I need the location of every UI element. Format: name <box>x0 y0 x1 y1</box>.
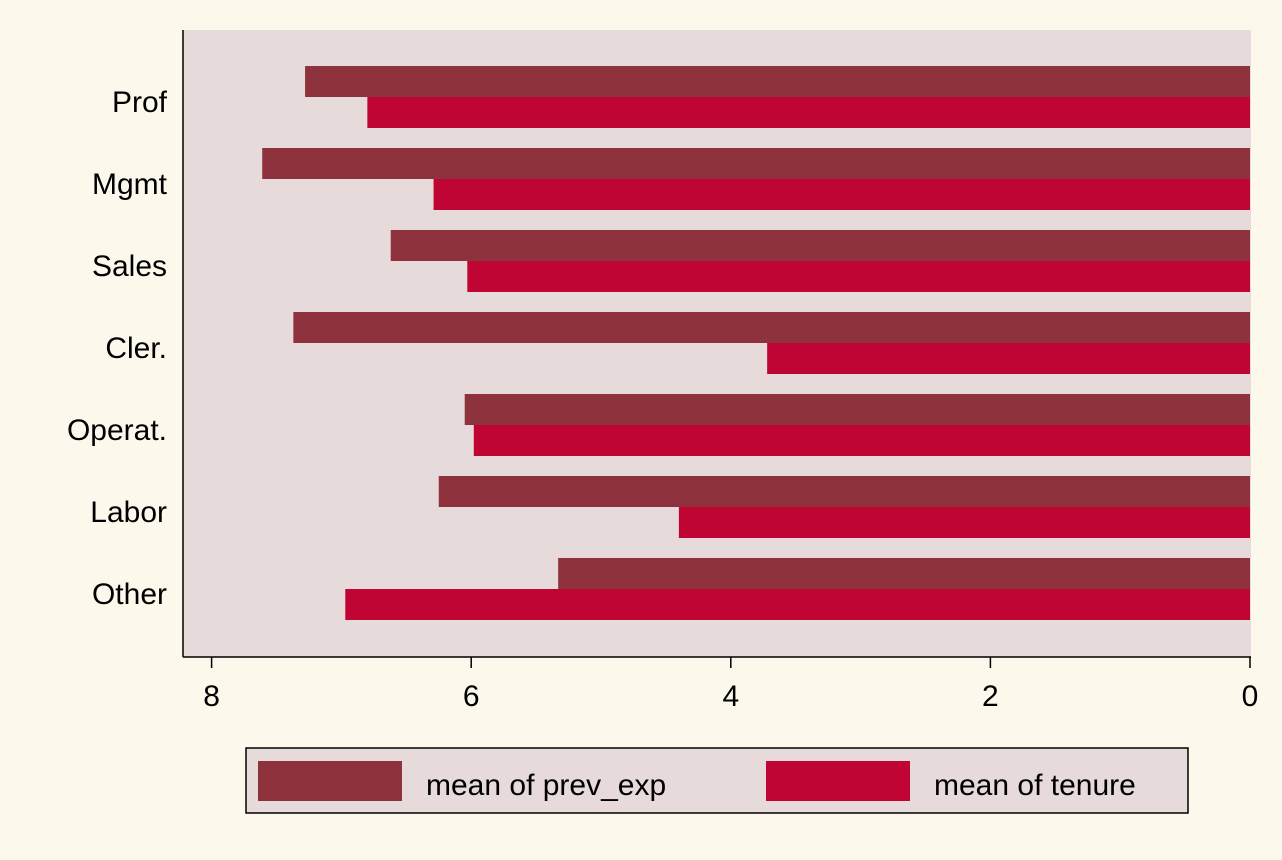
bar-tenure-3 <box>767 343 1250 374</box>
x-tick-label-0: 8 <box>203 680 220 713</box>
legend-label-0: mean of prev_exp <box>426 769 666 802</box>
bar-prev-exp-0 <box>305 66 1250 97</box>
bar-tenure-6 <box>345 589 1250 620</box>
legend-box <box>245 747 1189 814</box>
x-axis-ticks: 8 6 4 2 0 <box>203 657 1258 713</box>
y-tick-label-4: Operat. <box>67 414 167 447</box>
bar-prev-exp-2 <box>390 230 1250 261</box>
x-tick-label-1: 6 <box>463 680 480 713</box>
bar-prev-exp-3 <box>293 312 1250 343</box>
y-tick-label-3: Cler. <box>105 332 167 365</box>
y-tick-label-2: Sales <box>92 250 167 283</box>
y-tick-label-5: Labor <box>90 496 167 529</box>
y-axis-labels: Prof Mgmt Sales Cler. Operat. Labor Other <box>67 86 168 611</box>
legend-label-1: mean of tenure <box>934 769 1136 802</box>
legend-swatch-1 <box>766 761 910 801</box>
y-tick-label-0: Prof <box>112 86 168 119</box>
bar-tenure-4 <box>473 425 1250 456</box>
bars-group <box>262 66 1251 620</box>
bar-prev-exp-5 <box>438 476 1250 507</box>
bar-prev-exp-1 <box>262 148 1250 179</box>
bar-tenure-5 <box>678 507 1250 538</box>
x-tick-label-4: 0 <box>1242 680 1259 713</box>
bar-tenure-1 <box>433 179 1251 210</box>
bar-prev-exp-4 <box>464 394 1251 425</box>
bar-tenure-0 <box>367 97 1250 128</box>
bar-tenure-2 <box>467 261 1250 292</box>
x-tick-label-2: 4 <box>722 680 739 713</box>
legend: mean of prev_exp mean of tenure <box>245 747 1189 814</box>
x-tick-label-3: 2 <box>982 680 999 713</box>
y-tick-label-6: Other <box>92 578 167 611</box>
y-tick-label-1: Mgmt <box>92 168 168 201</box>
legend-swatch-0 <box>258 761 402 801</box>
bar-prev-exp-6 <box>558 558 1250 589</box>
